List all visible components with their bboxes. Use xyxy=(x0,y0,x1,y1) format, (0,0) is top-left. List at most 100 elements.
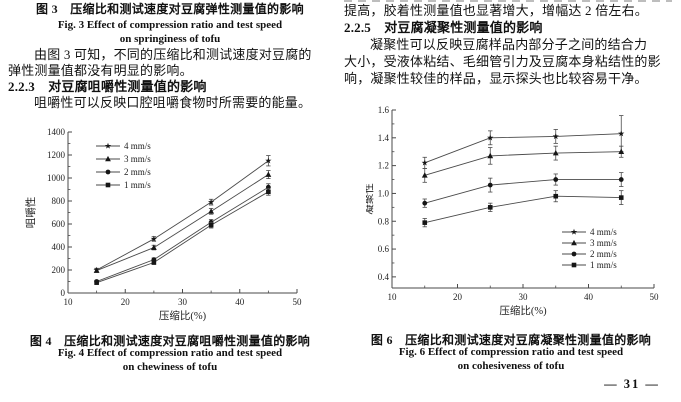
x-tick-label: 30 xyxy=(519,292,529,302)
x-tick-label: 20 xyxy=(453,292,463,302)
y-tick-label: 800 xyxy=(52,196,66,206)
series-line xyxy=(424,195,622,224)
series-line xyxy=(96,191,269,284)
legend-label: 4 mm/s xyxy=(124,141,151,151)
triangle-marker-icon xyxy=(93,267,100,273)
series-line xyxy=(96,186,269,282)
square-marker-icon xyxy=(487,205,493,210)
fig6-caption-en-line1: Fig. 6 Effect of compression ratio and t… xyxy=(398,346,624,358)
y-tick-label: 1000 xyxy=(47,173,66,183)
fig6-caption-zh: 图 6 压缩比和测试速度对豆腐凝聚性测量值的影响 xyxy=(370,333,652,347)
fig3-caption-zh: 图 3 压缩比和测试速度对豆腐弹性测量值的影响 xyxy=(36,2,304,16)
square-marker-icon xyxy=(151,260,157,265)
circle-marker-icon xyxy=(571,251,577,257)
circle-marker-icon xyxy=(487,182,493,188)
star-marker-icon xyxy=(104,142,112,149)
y-tick-label: 0 xyxy=(61,288,66,298)
triangle-marker-icon xyxy=(552,150,559,156)
triangle-marker-icon xyxy=(571,239,577,246)
fig4-caption-en-line1: Fig. 4 Effect of compression ratio and t… xyxy=(57,347,283,359)
y-axis-label: 凝聚性 xyxy=(366,183,375,215)
right-paragraph2-line3: 响，凝聚性较佳的样品，显示探头也比较容易干净。 xyxy=(344,71,648,86)
right-paragraph1: 提高，胶着性测量值也显著增大，增幅达 2 倍左右。 xyxy=(344,3,649,18)
star-marker-icon xyxy=(150,235,158,242)
star-marker-icon xyxy=(421,159,428,166)
x-axis-label: 压缩比(%) xyxy=(499,304,547,317)
x-tick-label: 10 xyxy=(64,297,74,307)
triangle-marker-icon xyxy=(618,148,625,155)
x-axis-label: 压缩比(%) xyxy=(159,309,207,322)
x-tick-label: 20 xyxy=(121,297,131,307)
legend-label: 1 mm/s xyxy=(590,260,617,270)
y-tick-label: 400 xyxy=(52,242,66,252)
x-tick-label: 50 xyxy=(293,297,303,307)
series-line xyxy=(424,179,622,204)
x-tick-label: 40 xyxy=(584,292,594,302)
triangle-marker-icon xyxy=(208,208,215,214)
square-marker-icon xyxy=(571,262,577,268)
legend-label: 2 mm/s xyxy=(124,167,151,177)
square-marker-icon xyxy=(553,193,559,199)
y-tick-label: 1.2 xyxy=(378,161,389,171)
star-marker-icon xyxy=(265,157,272,164)
star-marker-icon xyxy=(207,198,215,205)
star-marker-icon xyxy=(552,133,559,140)
y-tick-label: 0.6 xyxy=(378,244,390,254)
square-marker-icon xyxy=(105,182,111,188)
y-tick-label: 600 xyxy=(52,219,66,229)
fig4-caption-zh: 图 4 压缩比和测试速度对豆腐咀嚼性测量值的影响 xyxy=(29,334,311,348)
legend-label: 1 mm/s xyxy=(124,180,151,190)
left-paragraph2: 咀嚼性可以反映口腔咀嚼食物时所需要的能量。 xyxy=(34,95,312,110)
legend-label: 4 mm/s xyxy=(590,227,617,237)
series-line xyxy=(424,151,622,176)
section-heading-2-2-3: 2.2.3 对豆腐咀嚼性测量值的影响 xyxy=(8,79,207,94)
square-marker-icon xyxy=(422,220,428,225)
triangle-marker-icon xyxy=(421,172,428,178)
x-tick-label: 40 xyxy=(235,297,245,307)
triangle-marker-icon xyxy=(487,152,494,159)
fig4-caption-en-line2: on chewiness of tofu xyxy=(122,361,218,373)
triangle-marker-icon xyxy=(105,155,111,162)
y-tick-label: 0.8 xyxy=(378,216,390,226)
y-tick-label: 200 xyxy=(52,265,66,275)
triangle-marker-icon xyxy=(265,171,272,177)
square-marker-icon xyxy=(618,195,624,200)
square-marker-icon xyxy=(94,280,99,285)
legend-label: 3 mm/s xyxy=(590,238,617,248)
x-tick-label: 30 xyxy=(178,297,188,307)
circle-marker-icon xyxy=(553,177,559,182)
y-tick-label: 1.0 xyxy=(378,188,390,198)
series-line xyxy=(96,174,269,271)
fig4-chart: 0 200 400 600 800 1000 1200 1400 10 20 30 40 50 压缩比(%… xyxy=(24,127,303,322)
y-axis-label: 咀嚼性 xyxy=(24,197,37,229)
left-paragraph1-line1: 由图 3 可知，不同的压缩比和测试速度对豆腐的 xyxy=(34,47,312,62)
triangle-marker-icon xyxy=(150,244,157,250)
y-tick-label: 1400 xyxy=(47,127,66,137)
star-marker-icon xyxy=(618,130,625,137)
fig3-caption-en-line2: on springiness of tofu xyxy=(119,33,221,45)
right-paragraph2-line2: 大小，受液体粘结、毛细管引力及豆腐本身粘结性的影 xyxy=(344,54,661,69)
x-tick-label: 10 xyxy=(388,292,398,302)
circle-marker-icon xyxy=(105,169,111,175)
section-heading-2-2-5: 2.2.5 对豆腐凝聚性测量值的影响 xyxy=(344,20,543,35)
x-tick-label: 50 xyxy=(650,292,660,302)
square-marker-icon xyxy=(208,222,214,228)
left-paragraph1-line2: 弹性测量值都没有明显的影响。 xyxy=(8,63,193,78)
fig6-chart: 0.4 0.6 0.8 1.0 1.2 1.4 1.6 10 20 30 40 50 压缩比(%) 凝聚性… xyxy=(366,105,660,317)
square-marker-icon xyxy=(266,189,271,195)
star-marker-icon xyxy=(487,134,494,141)
circle-marker-icon xyxy=(422,200,428,206)
y-tick-label: 1.6 xyxy=(378,105,390,115)
y-tick-label: 1200 xyxy=(47,150,66,160)
circle-marker-icon xyxy=(618,177,624,182)
fig3-caption-en-line1: Fig. 3 Effect of compression ratio and t… xyxy=(57,19,283,31)
star-marker-icon xyxy=(570,228,578,235)
series-line xyxy=(424,133,622,164)
fig6-caption-en-line2: on cohesiveness of tofu xyxy=(457,360,565,372)
legend-label: 2 mm/s xyxy=(590,249,617,259)
legend-label: 3 mm/s xyxy=(124,154,151,164)
y-tick-label: 0.4 xyxy=(378,272,390,282)
series-line xyxy=(96,160,269,271)
right-paragraph2-line1: 凝聚性可以反映豆腐样品内部分子之间的结合力 xyxy=(370,37,648,52)
